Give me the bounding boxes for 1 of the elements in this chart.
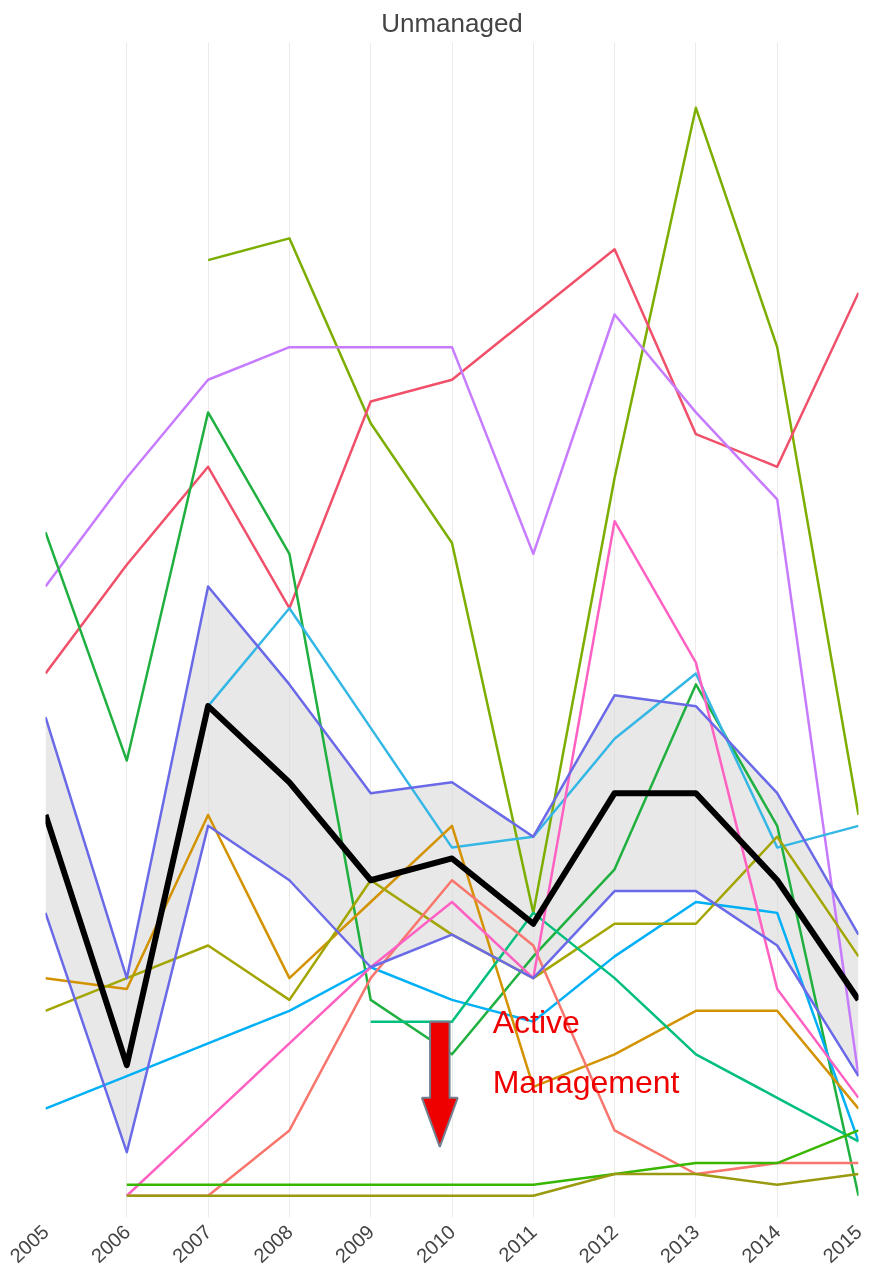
chart-title: Unmanaged bbox=[381, 7, 523, 38]
